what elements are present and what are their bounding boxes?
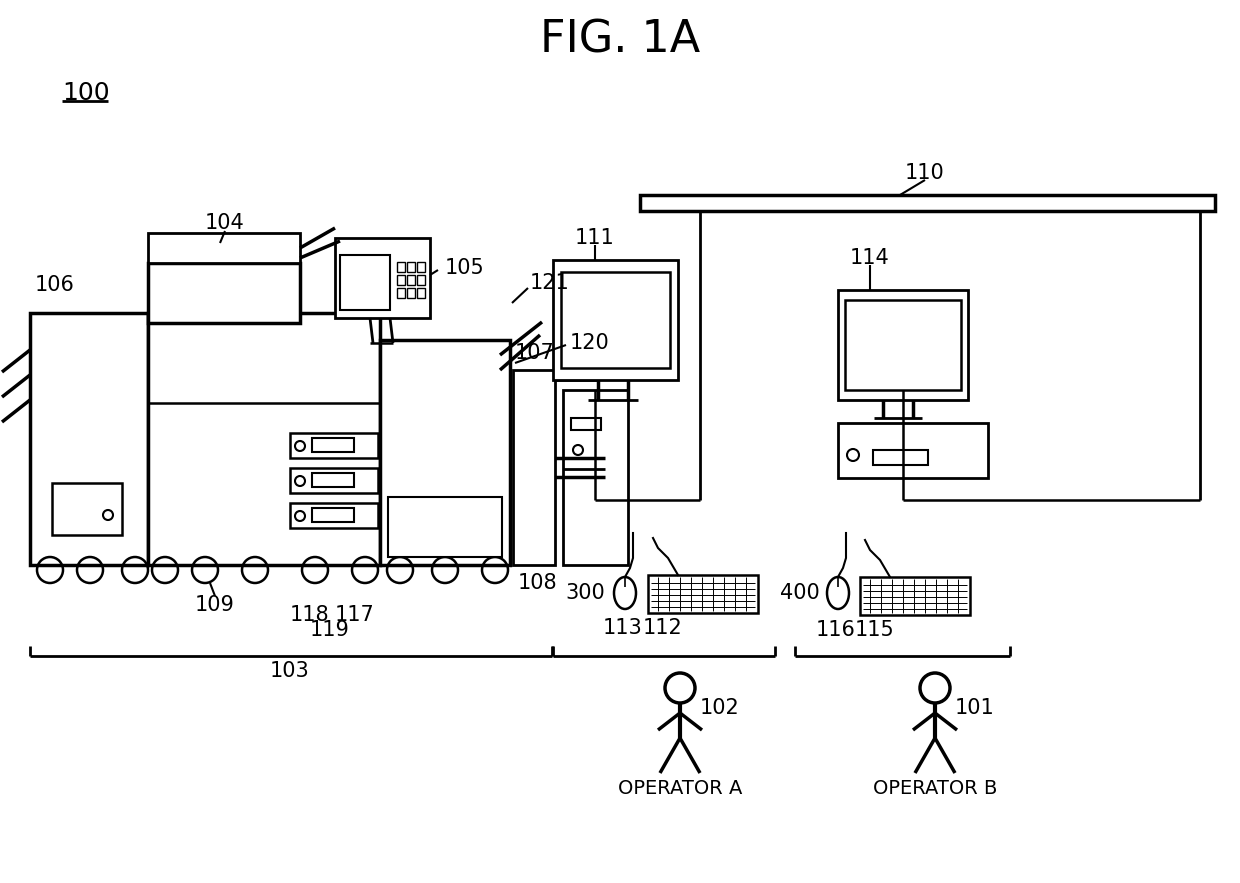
Bar bbox=[560, 272, 670, 368]
Bar bbox=[148, 233, 300, 263]
Text: FIG. 1A: FIG. 1A bbox=[539, 19, 701, 62]
Bar bbox=[397, 288, 405, 298]
Bar bbox=[417, 288, 425, 298]
Bar bbox=[290, 468, 378, 493]
Bar bbox=[52, 483, 122, 535]
Bar bbox=[148, 313, 379, 565]
Text: 117: 117 bbox=[335, 605, 374, 625]
Text: 108: 108 bbox=[518, 573, 558, 593]
Bar bbox=[838, 290, 968, 400]
Bar bbox=[513, 370, 556, 565]
Bar bbox=[148, 263, 300, 323]
Ellipse shape bbox=[614, 577, 636, 609]
Bar bbox=[417, 275, 425, 285]
Bar bbox=[640, 195, 1215, 211]
Bar bbox=[312, 508, 353, 522]
Bar bbox=[290, 433, 378, 458]
Text: 400: 400 bbox=[780, 583, 820, 603]
Text: 103: 103 bbox=[270, 661, 310, 681]
Text: 120: 120 bbox=[570, 333, 610, 353]
Bar bbox=[407, 275, 415, 285]
Ellipse shape bbox=[827, 577, 849, 609]
Text: 111: 111 bbox=[575, 228, 615, 248]
Bar bbox=[30, 313, 148, 565]
Text: 119: 119 bbox=[310, 620, 350, 640]
Bar bbox=[335, 238, 430, 318]
Bar bbox=[340, 255, 391, 310]
Bar bbox=[388, 497, 502, 557]
Text: 112: 112 bbox=[644, 618, 683, 638]
Bar bbox=[838, 423, 988, 478]
Text: OPERATOR A: OPERATOR A bbox=[618, 779, 743, 797]
Bar bbox=[563, 390, 627, 565]
Bar bbox=[407, 288, 415, 298]
Bar bbox=[397, 262, 405, 272]
Text: 110: 110 bbox=[905, 163, 945, 183]
Bar bbox=[379, 340, 510, 565]
Text: 100: 100 bbox=[62, 81, 109, 105]
Text: 105: 105 bbox=[445, 258, 485, 278]
Bar bbox=[553, 260, 678, 380]
Text: 104: 104 bbox=[205, 213, 244, 233]
Text: 121: 121 bbox=[529, 273, 569, 293]
Bar bbox=[649, 575, 758, 613]
Text: 109: 109 bbox=[195, 595, 234, 615]
Bar bbox=[312, 438, 353, 452]
Bar bbox=[290, 503, 378, 528]
Text: 118: 118 bbox=[290, 605, 330, 625]
Text: 114: 114 bbox=[851, 248, 890, 268]
Bar bbox=[570, 418, 601, 430]
Text: 102: 102 bbox=[701, 698, 740, 718]
Text: OPERATOR B: OPERATOR B bbox=[873, 779, 997, 797]
Bar bbox=[873, 450, 928, 465]
Bar bbox=[417, 262, 425, 272]
Text: 115: 115 bbox=[856, 620, 895, 640]
Text: 300: 300 bbox=[565, 583, 605, 603]
Text: 101: 101 bbox=[955, 698, 994, 718]
Bar bbox=[538, 372, 598, 380]
Bar bbox=[861, 577, 970, 615]
Bar bbox=[397, 275, 405, 285]
Bar bbox=[844, 300, 961, 390]
Text: 106: 106 bbox=[35, 275, 74, 295]
Bar bbox=[312, 473, 353, 487]
Text: 113: 113 bbox=[603, 618, 642, 638]
Bar bbox=[407, 262, 415, 272]
Text: 116: 116 bbox=[816, 620, 856, 640]
Text: 107: 107 bbox=[515, 343, 554, 363]
